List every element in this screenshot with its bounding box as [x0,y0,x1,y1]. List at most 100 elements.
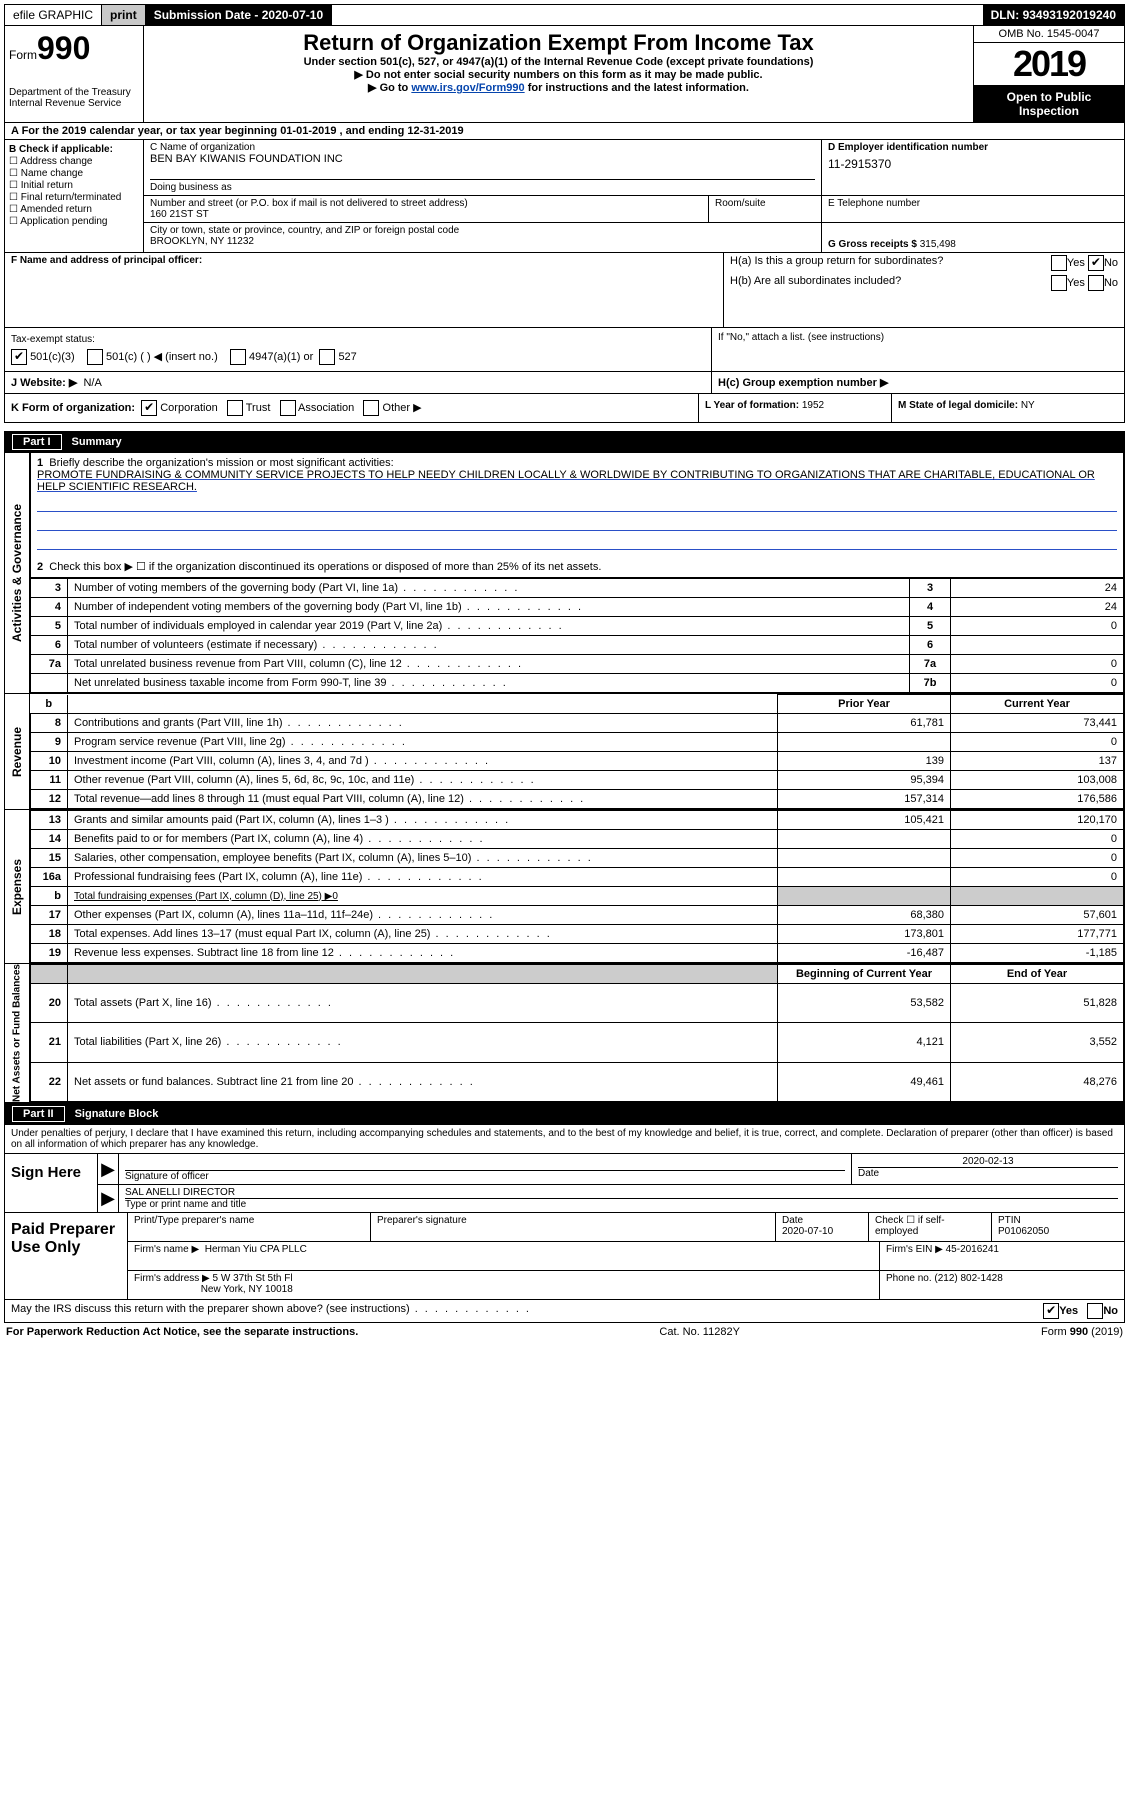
hb-no-box[interactable] [1088,275,1104,291]
tax-year: 2019 [974,43,1124,86]
officer-signature[interactable]: Signature of officer [119,1154,852,1184]
hdr-begin: Beginning of Current Year [778,965,951,984]
col-l-year: L Year of formation: 1952 [698,394,891,422]
sub3-post: for instructions and the latest informat… [525,82,749,94]
chk-amended-return[interactable]: ☐ Amended return [9,204,139,215]
table-row: 8Contributions and grants (Part VIII, li… [31,714,1124,733]
irs-link[interactable]: www.irs.gov/Form990 [411,82,524,94]
table-row: 16aProfessional fundraising fees (Part I… [31,868,1124,887]
print-button[interactable]: print [102,5,146,25]
chk-501c[interactable] [87,349,103,365]
l-value: 1952 [802,400,824,411]
side-activities: Activities & Governance [5,453,30,693]
k-label: K Form of organization: [11,402,135,414]
tax-status-left: Tax-exempt status: 501(c)(3) 501(c) ( ) … [5,328,711,371]
discuss-no-box[interactable] [1087,1303,1103,1319]
topbar: efile GRAPHIC print Submission Date - 20… [4,4,1125,26]
governance-table: 3Number of voting members of the governi… [30,578,1124,693]
dln-label: DLN: [991,8,1023,22]
revenue-table: b Prior Year Current Year 8Contributions… [30,694,1124,809]
m-value: NY [1021,400,1035,411]
hc-row: H(c) Group exemption number ▶ [711,372,1124,393]
sign-date-value: 2020-02-13 [858,1156,1118,1167]
col-c: C Name of organization BEN BAY KIWANIS F… [144,140,1124,252]
row-a-tax-year: A For the 2019 calendar year, or tax yea… [4,123,1125,140]
gross-label: G Gross receipts $ [828,239,920,250]
efile-label: efile GRAPHIC [5,5,102,25]
chk-527[interactable] [319,349,335,365]
arrow-icon: ▶ [98,1154,119,1184]
paid-preparer-label: Paid Preparer Use Only [5,1213,128,1299]
open-to-public: Open to Public Inspection [974,86,1124,122]
table-row: 13Grants and similar amounts paid (Part … [31,811,1124,830]
submission-date: Submission Date - 2020-07-10 [146,5,332,25]
ha-yes-box[interactable] [1051,255,1067,271]
chk-application-pending[interactable]: ☐ Application pending [9,216,139,227]
chk-initial-return[interactable]: ☐ Initial return [9,180,139,191]
side-revenue: Revenue [5,694,30,809]
addr-value: 160 21ST ST [150,209,702,220]
tax-status-label: Tax-exempt status: [11,334,705,345]
firm-ein-value: 45-2016241 [946,1244,999,1255]
ha-no-box[interactable] [1088,255,1104,271]
chk-other[interactable] [363,400,379,416]
chk-501c3[interactable] [11,349,27,365]
ein-label: D Employer identification number [828,142,988,153]
block-bcd: B Check if applicable: ☐ Address change … [4,140,1125,252]
preparer-date: Date 2020-07-10 [776,1213,869,1241]
chk-association[interactable] [280,400,296,416]
table-row: 14Benefits paid to or for members (Part … [31,830,1124,849]
chk-name-change[interactable]: ☐ Name change [9,168,139,179]
form-title: Return of Organization Exempt From Incom… [148,30,969,56]
city-value: BROOKLYN, NY 11232 [150,236,815,247]
chk-trust[interactable] [227,400,243,416]
table-row: 19Revenue less expenses. Subtract line 1… [31,944,1124,963]
row-a-text: A For the 2019 calendar year, or tax yea… [11,125,464,137]
ptin: PTIN P01062050 [992,1213,1124,1241]
table-row: 6Total number of volunteers (estimate if… [31,636,1124,655]
chk-4947[interactable] [230,349,246,365]
table-row: 15Salaries, other compensation, employee… [31,849,1124,868]
mission-block: 1 Briefly describe the organization's mi… [30,453,1124,578]
street-address: Number and street (or P.O. box if mail i… [144,196,708,222]
gross-value: 315,498 [920,239,956,250]
table-row: bTotal fundraising expenses (Part IX, co… [31,887,1124,906]
chk-corporation[interactable] [141,400,157,416]
table-row: 3Number of voting members of the governi… [31,579,1124,598]
part-2-title: Signature Block [75,1108,159,1120]
discuss-yes-box[interactable] [1043,1303,1059,1319]
firm-phone-value: (212) 802-1428 [934,1273,1002,1284]
arrow-icon-2: ▶ [98,1185,119,1212]
sign-date: 2020-02-13 Date [852,1154,1124,1184]
chk-address-change[interactable]: ☐ Address change [9,156,139,167]
chk-final-return[interactable]: ☐ Final return/terminated [9,192,139,203]
self-employed-check[interactable]: Check ☐ if self-employed [869,1213,992,1241]
firm-addr2: New York, NY 10018 [201,1284,293,1295]
table-row: 11Other revenue (Part VIII, column (A), … [31,771,1124,790]
row-tax-status: Tax-exempt status: 501(c)(3) 501(c) ( ) … [4,327,1125,371]
table-row: Net unrelated business taxable income fr… [31,674,1124,693]
header-mid: Return of Organization Exempt From Incom… [144,26,973,122]
table-row: 21Total liabilities (Part X, line 26)4,1… [31,1023,1124,1062]
firm-ein: Firm's EIN ▶ 45-2016241 [880,1242,1124,1270]
city-label: City or town, state or province, country… [150,225,815,236]
mission-text: PROMOTE FUNDRAISING & COMMUNITY SERVICE … [37,469,1095,493]
firm-name-value: Herman Yiu CPA PLLC [205,1244,307,1255]
form-header: Form990 Department of the Treasury Inter… [4,26,1125,123]
ein-value: 11-2915370 [828,153,1118,171]
discuss-row: May the IRS discuss this return with the… [4,1300,1125,1323]
table-row: 7aTotal unrelated business revenue from … [31,655,1124,674]
col-g-gross: G Gross receipts $ 315,498 [821,223,1124,252]
org-name-block: C Name of organization BEN BAY KIWANIS F… [144,140,821,195]
preparer-signature[interactable]: Preparer's signature [371,1213,776,1241]
net-assets-section: Net Assets or Fund Balances Beginning of… [4,964,1125,1103]
col-m-state: M State of legal domicile: NY [891,394,1124,422]
h-b-row: H(b) Are all subordinates included? Yes … [724,273,1124,293]
firm-name: Firm's name ▶ Herman Yiu CPA PLLC [128,1242,880,1270]
ha-yes-no: Yes No [1051,255,1118,271]
row-website: J Website: ▶ N/A H(c) Group exemption nu… [4,371,1125,393]
table-row: 4Number of independent voting members of… [31,598,1124,617]
hb-label: H(b) Are all subordinates included? [730,275,1051,291]
website-label: J Website: ▶ [11,377,77,389]
hb-yes-box[interactable] [1051,275,1067,291]
